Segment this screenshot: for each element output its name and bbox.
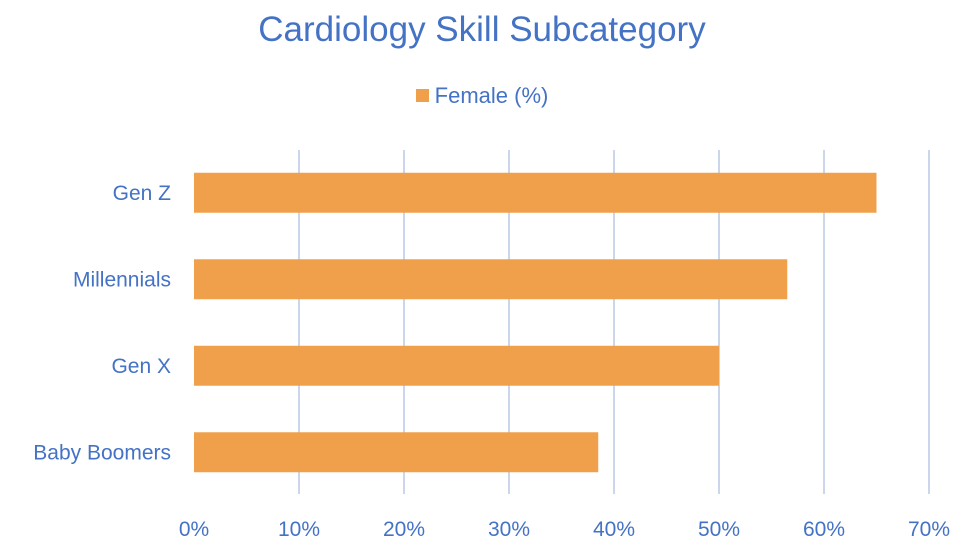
chart-title: Cardiology Skill Subcategory <box>258 10 706 49</box>
x-tick-label: 30% <box>488 518 530 541</box>
category-label: Gen X <box>111 355 171 378</box>
category-label: Gen Z <box>113 182 172 205</box>
bar <box>194 172 877 213</box>
bar <box>194 345 719 386</box>
x-tick-label: 20% <box>383 518 425 541</box>
x-tick-label: 0% <box>179 518 209 541</box>
bar <box>194 259 788 300</box>
bar <box>194 432 599 473</box>
x-tick-label: 40% <box>593 518 635 541</box>
category-label: Baby Boomers <box>33 441 171 464</box>
legend: Female (%) <box>0 83 964 109</box>
x-tick-label: 60% <box>803 518 845 541</box>
legend-swatch <box>415 89 429 102</box>
category-label: Millennials <box>73 268 171 291</box>
x-tick-label: 10% <box>278 518 320 541</box>
x-tick-label: 70% <box>908 518 950 541</box>
legend-label: Female (%) <box>434 83 549 108</box>
x-tick-label: 50% <box>698 518 740 541</box>
